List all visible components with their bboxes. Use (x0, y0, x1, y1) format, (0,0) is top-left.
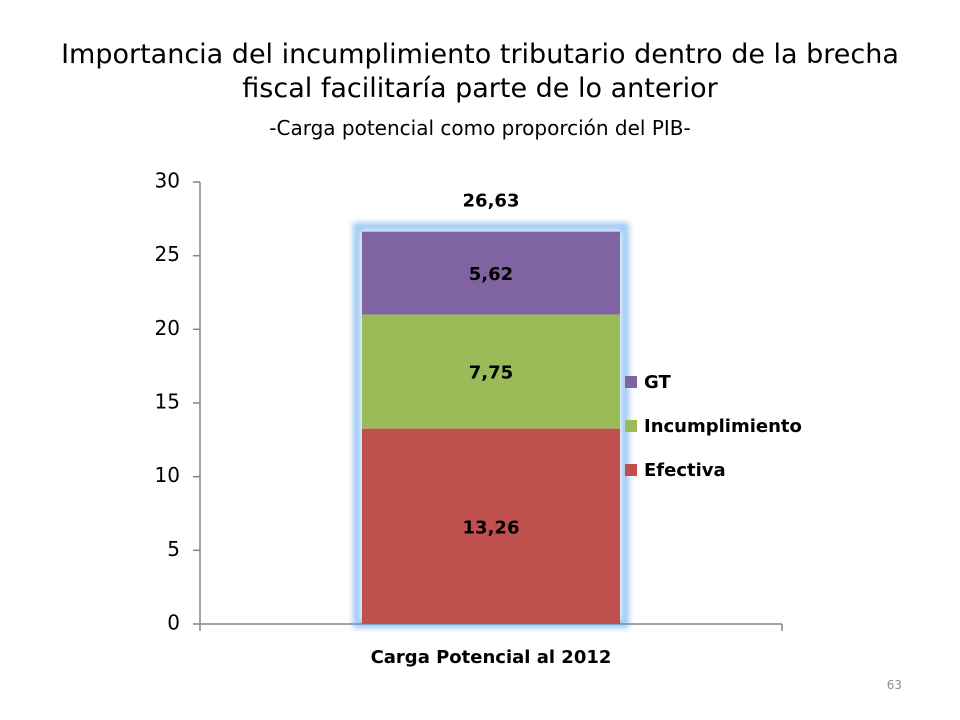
legend-swatch-incumplimiento (625, 420, 637, 432)
legend-swatch-efectiva (625, 464, 637, 476)
y-tick-label: 5 (167, 537, 180, 561)
bar-segment-gt (362, 231, 620, 315)
slide-subtitle: -Carga potencial como proporción del PIB… (269, 116, 691, 140)
y-tick-label: 25 (155, 242, 180, 266)
title-line-1: Importancia del incumplimiento tributari… (61, 39, 899, 70)
y-tick-label: 0 (167, 611, 180, 635)
legend-label-efectiva: Efectiva (644, 460, 726, 481)
title-line-2: fiscal facilitaría parte de lo anterior (242, 73, 718, 104)
y-tick-label: 10 (155, 463, 180, 487)
page-number: 63 (886, 678, 902, 692)
data-label-gt: 5,62 (469, 264, 513, 285)
data-label-efectiva: 13,26 (463, 517, 520, 538)
bar-segment-incumplimiento (362, 314, 620, 429)
slide-title: Importancia del incumplimiento tributari… (0, 38, 960, 106)
y-tick-label: 15 (155, 390, 180, 414)
bar-segment-efectiva (362, 428, 620, 624)
y-tick-label: 30 (155, 169, 180, 193)
legend-label-incumplimiento: Incumplimiento (644, 416, 802, 437)
data-label-total: 26,63 (463, 191, 520, 212)
legend-swatch-gt (625, 376, 637, 388)
y-tick-label: 20 (155, 316, 180, 340)
x-category-label: Carga Potencial al 2012 (371, 647, 612, 668)
data-label-incumplimiento: 7,75 (469, 363, 513, 384)
legend-label-gt: GT (644, 372, 671, 393)
